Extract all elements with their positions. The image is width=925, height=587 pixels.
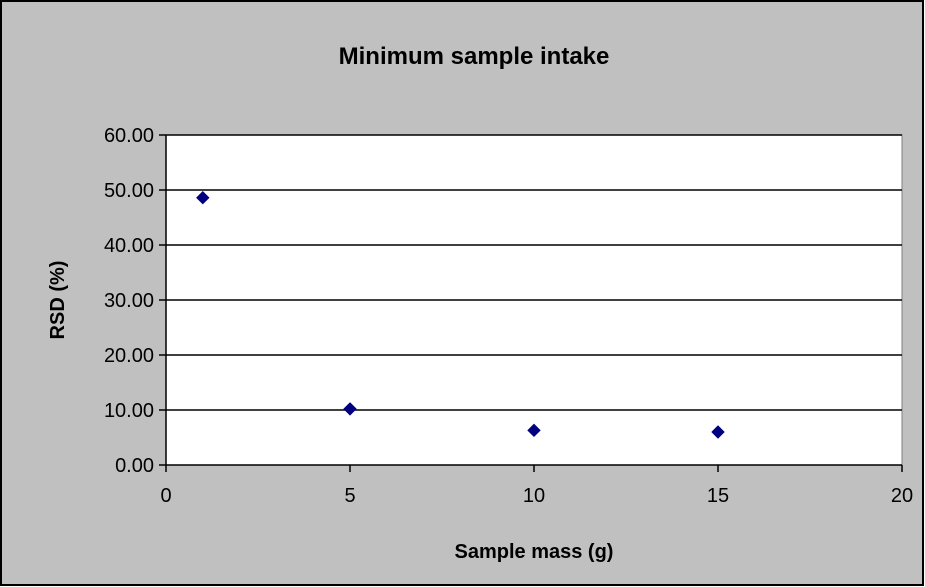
y-tick-label: 10.00 <box>104 400 154 422</box>
data-point-marker <box>711 425 725 439</box>
y-tick-label: 20.00 <box>104 345 154 367</box>
y-tick-label: 50.00 <box>104 180 154 202</box>
x-axis-title: Sample mass (g) <box>455 541 614 563</box>
x-tick-label: 10 <box>523 485 545 507</box>
y-tick-label: 60.00 <box>104 125 154 147</box>
data-point-marker <box>343 402 357 416</box>
x-tick-label: 0 <box>160 485 171 507</box>
y-tick-label: 0.00 <box>115 455 154 477</box>
x-tick-label: 20 <box>891 485 913 507</box>
data-point-marker <box>527 423 541 438</box>
x-tick-label: 15 <box>707 485 729 507</box>
x-tick-labels: 0 5 10 15 20 <box>160 485 913 507</box>
gridlines <box>166 134 902 411</box>
y-axis-title: RSD (%) <box>47 261 69 340</box>
y-tick-label: 30.00 <box>104 290 154 312</box>
x-tick-label: 5 <box>344 485 355 507</box>
axes <box>159 134 903 472</box>
data-points <box>196 190 725 439</box>
y-tick-labels: 0.00 10.00 20.00 30.00 40.00 50.00 60.00 <box>104 125 154 477</box>
data-point-marker <box>196 190 210 205</box>
y-tick-label: 40.00 <box>104 235 154 257</box>
chart-title: Minimum sample intake <box>339 43 610 70</box>
